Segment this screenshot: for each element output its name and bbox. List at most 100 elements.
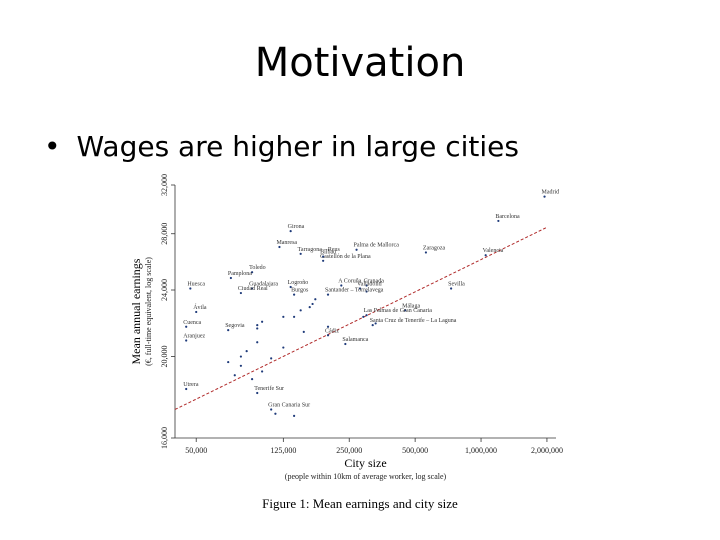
- data-point: [282, 346, 285, 349]
- point-label: Pamplona: [228, 271, 252, 277]
- point-label: Valencia: [483, 248, 504, 254]
- point-label: Barcelona: [495, 214, 520, 220]
- point-label: Sevilla: [448, 281, 465, 287]
- data-point: [185, 387, 188, 391]
- data-point: [256, 323, 259, 327]
- data-point: [185, 325, 188, 328]
- data-point: [185, 339, 188, 342]
- fit-line: [174, 226, 548, 410]
- point-label: Salamanca: [342, 337, 368, 343]
- data-point: [326, 334, 330, 337]
- y-axis-label: Mean annual earnings: [129, 258, 143, 364]
- data-point: [227, 360, 230, 364]
- data-point: [322, 259, 325, 262]
- data-point: [293, 414, 296, 417]
- point-labels-group: Madrid Barcelona Valencia Sevilla Zaragoza Pa…: [183, 190, 559, 409]
- data-point: [189, 287, 192, 290]
- point-label: Cádiz: [325, 328, 339, 334]
- point-label: Toledo: [249, 265, 266, 271]
- y-tick-label: 16,000: [160, 427, 169, 449]
- data-point: [308, 306, 311, 309]
- data-point: [256, 341, 259, 344]
- data-point: [365, 290, 368, 293]
- point-label: Tarragona – Reus: [298, 247, 341, 253]
- data-point: [497, 219, 500, 223]
- data-point: [250, 271, 254, 274]
- data-point: [543, 195, 546, 198]
- point-label: Guadalajara: [249, 281, 278, 287]
- x-tick-label: 250,000: [336, 446, 362, 455]
- data-point: [256, 391, 259, 395]
- data-point: [362, 315, 365, 318]
- data-point: [278, 245, 281, 249]
- data-point: [404, 309, 407, 312]
- x-tick-label: 125,000: [270, 446, 296, 455]
- point-label: Segovia: [225, 323, 245, 329]
- point-label: Ciudad Real: [238, 286, 268, 292]
- data-point: [355, 248, 358, 251]
- bullet-point: • Wages are higher in large cities: [44, 130, 519, 163]
- data-point: [195, 310, 198, 314]
- x-tick-label: 1,000,000: [465, 446, 497, 455]
- data-point: [484, 254, 487, 257]
- data-point: [293, 293, 296, 296]
- y-tick-label: 28,000: [160, 223, 169, 245]
- data-point: [371, 323, 374, 327]
- y-tick-label: 32,000: [160, 174, 169, 196]
- data-point: [289, 285, 292, 289]
- y-axis-sublabel: (€, full-time equivalent, log scale): [144, 257, 153, 366]
- data-point: [227, 329, 230, 332]
- data-point: [289, 230, 292, 233]
- point-label: Logroño: [288, 280, 309, 286]
- x-tick-label: 2,000,000: [531, 446, 563, 455]
- data-point: [365, 314, 368, 317]
- point-label: Málaga: [402, 303, 420, 309]
- fit-line-group: [174, 226, 548, 410]
- data-point: [322, 255, 325, 258]
- data-point: [274, 412, 277, 415]
- point-label: Santander – Torrelavega: [325, 288, 384, 294]
- data-point: [256, 327, 259, 330]
- data-point: [311, 302, 314, 306]
- data-point: [314, 298, 317, 301]
- data-point: [239, 291, 243, 295]
- point-label: Ávila: [193, 303, 207, 311]
- point-label: Las Palmas de Gran Canaria: [364, 308, 433, 314]
- point-label: Castellón de la Plana: [320, 254, 371, 260]
- point-label: Aranjuez: [183, 333, 205, 339]
- data-point: [261, 320, 264, 323]
- point-label: Madrid: [542, 190, 560, 196]
- data-point: [302, 330, 305, 333]
- point-label: Santa Cruz de Tenerife – La Laguna: [370, 317, 457, 324]
- bullet-marker: •: [44, 130, 61, 163]
- data-point: [229, 276, 232, 280]
- point-label: Tenerife Sur: [254, 385, 284, 392]
- data-point: [239, 355, 243, 358]
- data-point: [424, 251, 428, 254]
- data-point: [326, 293, 330, 296]
- y-tick-label: 20,000: [160, 346, 169, 368]
- data-point: [245, 350, 248, 353]
- point-label: Palma de Mallorca: [354, 243, 400, 249]
- x-tick-label: 50,000: [185, 446, 207, 455]
- x-axis-sublabel: (people within 10km of average worker, l…: [285, 472, 447, 481]
- figure-caption: Figure 1: Mean earnings and city size: [262, 496, 458, 511]
- point-label: Bilbao: [320, 250, 336, 256]
- data-point: [326, 325, 330, 328]
- data-point: [344, 342, 347, 346]
- data-point: [358, 287, 362, 290]
- point-label: Cuenca: [183, 320, 201, 326]
- slide-title: Motivation: [254, 40, 466, 86]
- data-point: [299, 309, 302, 312]
- point-label: Zaragoza: [423, 245, 446, 251]
- data-point: [261, 370, 264, 373]
- data-point: [340, 284, 343, 287]
- data-point: [293, 315, 296, 318]
- point-label: A Coruña: [338, 278, 362, 284]
- axis-labels-group: City size (people within 10km of average …: [129, 257, 447, 481]
- data-point: [270, 408, 273, 411]
- x-axis-label: City size: [344, 456, 386, 470]
- data-point: [374, 322, 377, 325]
- point-label: Huesca: [187, 281, 205, 287]
